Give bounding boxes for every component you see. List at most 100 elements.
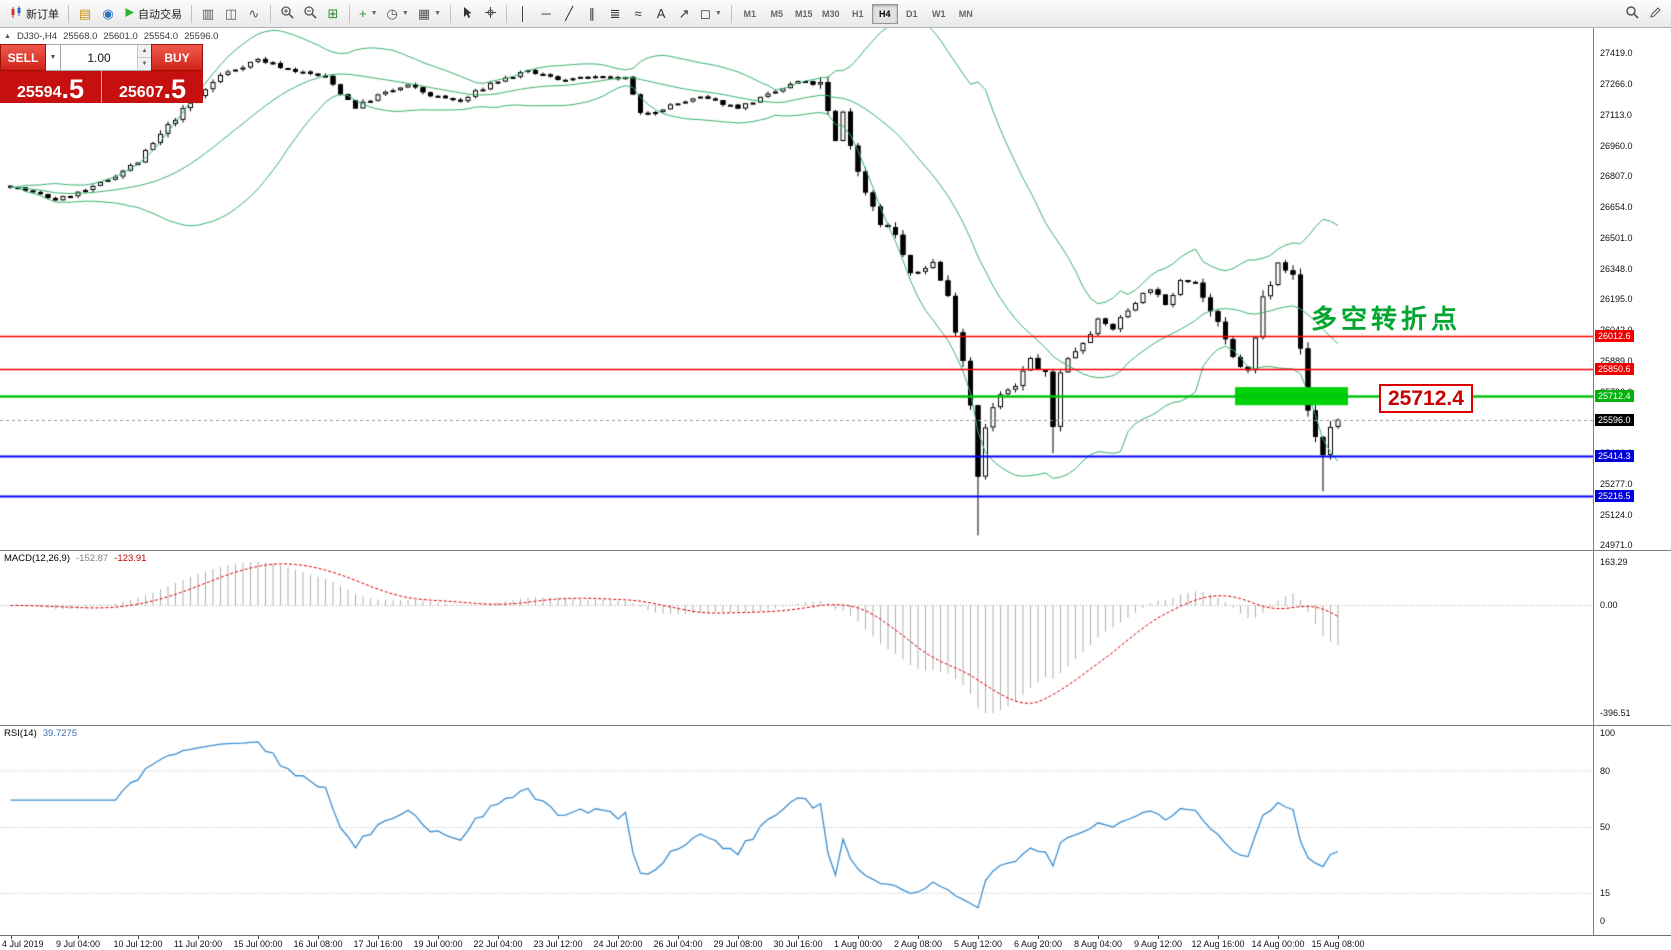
rsi-panel-splitter[interactable] [0,725,1671,726]
timeframe-D1[interactable]: D1 [906,8,918,19]
sell-button[interactable]: SELL [0,44,46,71]
chart-line-button[interactable]: ∿ [243,3,265,25]
price-axis-label: 26960.0 [1600,141,1633,151]
buy-price-button[interactable]: 25607 .5 [102,71,203,103]
pencil-icon [1649,6,1662,22]
trendline-button[interactable]: ╱ [558,3,580,25]
new-order-button[interactable]: 新订单 [5,3,63,25]
rsi-axis-label: 15 [1600,888,1611,898]
new-chart-button[interactable]: ▤ [74,3,96,25]
price-axis-label: 25889.0 [1600,356,1633,366]
turning-point-annotation[interactable]: 多空转折点 [1311,304,1462,334]
arrow-label-icon: ↗ [678,6,690,21]
chevron-down-icon: ▼ [434,10,442,17]
time-axis-tick [738,936,739,939]
time-axis-tick [138,936,139,939]
timeframe-M15[interactable]: M15 [795,8,813,19]
timeframe-H4[interactable]: H4 [871,3,898,24]
text-icon: A [656,6,666,21]
shapes-icon: ◻ [700,6,711,21]
buy-button[interactable]: BUY [151,44,203,71]
zoom-out-button[interactable] [299,3,321,25]
time-axis-tick [1038,936,1039,939]
macd-panel-splitter[interactable] [0,550,1671,551]
volume-up-icon[interactable]: ▲ [138,45,151,58]
rsi-panel-canvas[interactable] [0,725,1593,935]
time-axis-tick [318,936,319,939]
time-axis-tick [618,936,619,939]
quick-edit-button[interactable] [1644,3,1666,25]
time-axis-tick [1338,936,1339,939]
fibonacci-button[interactable]: ≣ [604,3,626,25]
waves-button[interactable]: ≈ [627,3,649,25]
price-axis[interactable]: 27419.0 27266.0 27113.0 26960.0 26807.0 26654… [1593,28,1671,950]
new-order-button-label: 新订单 [26,8,59,21]
time-axis[interactable]: 4 Jul 2019 9 Jul 04:00 10 Jul 12:00 11 Jul … [0,935,1671,950]
one-click-collapse-icon[interactable]: ▲ [4,33,11,40]
rsi-axis-label: 50 [1600,822,1611,832]
timeframe-W1[interactable]: W1 [932,8,946,19]
chart-candles-button[interactable]: ◫ [220,3,242,25]
symbol-info: ▲ DJ30-,H4 25568.0 25601.0 25554.0 25596… [4,31,218,42]
search-button[interactable] [1621,3,1643,25]
periods-button[interactable]: ◷ ▼ [383,3,413,25]
level-price-label[interactable]: 25712.4 [1379,384,1473,413]
timeframe-M30[interactable]: M30 [822,8,840,19]
time-axis-label: 9 Aug 12:00 [1133,939,1183,949]
price-level-tag: 25850.6 [1595,363,1634,375]
timeframe-MN[interactable]: MN [958,8,973,19]
toolbar-separator [270,4,271,23]
timeframe-M5[interactable]: M5 [770,8,784,19]
price-level-tag: 25596.0 [1595,414,1634,426]
price-axis-label: 24971.0 [1600,540,1633,550]
channel-icon: ∥ [588,6,596,21]
autotrading-button[interactable]: 自动交易 [120,3,186,25]
folder-icon: ▤ [78,6,92,21]
zoom-in-button[interactable] [276,3,298,25]
time-axis-label: 5 Aug 12:00 [953,939,1003,949]
price-axis-label: 25277.0 [1600,479,1633,489]
tile-windows-button[interactable]: ⊞ [322,3,344,25]
time-axis-tick [858,936,859,939]
channel-button[interactable]: ∥ [581,3,603,25]
timeframe-H1[interactable]: H1 [852,8,864,19]
time-axis-tick [678,936,679,939]
volume-dropdown-icon[interactable]: ▼ [46,44,61,71]
sell-price-button[interactable]: 25594 .5 [0,71,102,103]
buy-price-main: 25607 [118,84,164,101]
search-icon [1625,5,1639,22]
buy-price-frac: .5 [163,74,187,105]
toolbar-separator [450,4,452,23]
time-axis-label: 6 Aug 20:00 [1013,939,1063,949]
arrows-button[interactable]: ↗ [673,3,695,25]
rsi-name: RSI(14) [4,728,37,739]
ohlc-close: 25596.0 [184,31,219,42]
profiles-button[interactable]: ◉ [97,3,119,25]
macd-value-signal: -123.91 [114,553,147,564]
toolbar-separator [191,4,192,23]
text-button[interactable]: A [650,3,672,25]
shapes-button[interactable]: ◻ ▼ [696,3,726,25]
time-axis-tick [1218,936,1219,939]
crosshair-button[interactable] [479,3,501,25]
horizontal-line-button[interactable]: ─ [535,3,557,25]
macd-panel-canvas[interactable] [0,550,1593,725]
play-icon [124,7,135,21]
macd-axis-label: 163.29 [1600,557,1628,567]
time-axis-label: 8 Aug 04:00 [1073,939,1123,949]
time-axis-tick [198,936,199,939]
chart-bars-button[interactable]: ▥ [197,3,219,25]
templates-button[interactable]: ▦ ▼ [414,3,445,25]
timeframe-M1[interactable]: M1 [743,8,757,19]
cursor-button[interactable] [456,3,478,25]
vertical-line-button[interactable]: │ [512,3,534,25]
time-axis-label: 29 Jul 08:00 [713,939,763,949]
time-axis-tick [78,936,79,939]
price-axis-label: 26348.0 [1600,264,1633,274]
volume-input[interactable] [61,45,137,70]
indicators-button[interactable]: + ▼ [355,3,382,25]
price-chart-canvas[interactable] [0,28,1593,550]
chevron-down-icon: ▼ [714,10,722,17]
time-axis-label: 10 Jul 12:00 [113,939,163,949]
volume-down-icon[interactable]: ▼ [138,58,151,70]
